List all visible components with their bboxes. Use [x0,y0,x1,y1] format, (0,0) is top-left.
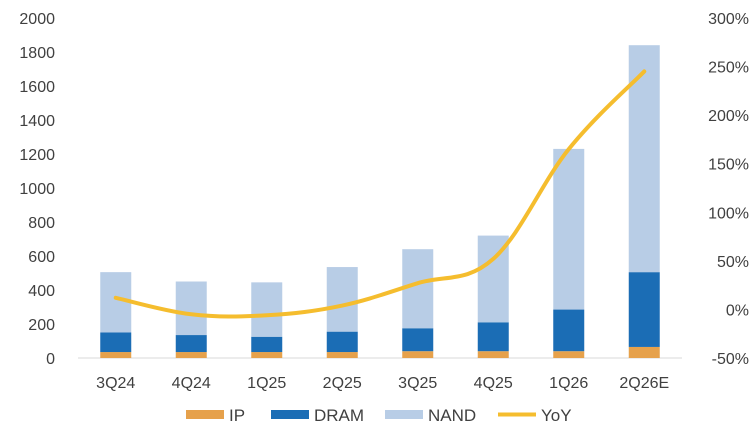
right-tick-label: 300% [708,11,749,28]
right-y-axis: -50% 0% 50% 100% 150% 200% 250% 300% [708,11,749,368]
left-tick-label: 0 [46,351,55,368]
bar-ip-1q26 [553,351,585,358]
left-tick-label: 1000 [19,181,55,198]
right-tick-label: 100% [708,205,749,222]
yoy-line [113,69,647,319]
left-tick-label: 1200 [19,147,55,164]
legend-swatch [385,410,423,419]
bar-dram-1q25 [251,336,283,353]
bar-dram-4q24 [175,335,207,353]
legend-item-nand: NAND [385,406,476,425]
left-tick-label: 200 [28,317,55,334]
bar-ip-2q26e [628,346,660,358]
yoy-line-group [113,69,647,319]
x-tick-label: 4Q24 [172,375,211,392]
right-tick-label: 150% [708,157,749,174]
right-tick-label: 250% [708,60,749,77]
x-tick-label: 3Q25 [398,375,437,392]
legend-item-dram: DRAM [271,406,364,425]
bar-series-group [100,45,660,358]
bar-ip-4q25 [477,351,509,358]
bar-nand-1q25 [251,282,283,337]
x-axis: 3Q24 4Q24 1Q25 2Q25 3Q25 4Q25 1Q26 2Q26E [96,375,669,392]
right-tick-label: -50% [712,351,749,368]
legend-swatch [186,410,224,419]
left-tick-label: 1400 [19,113,55,130]
left-tick-label: 600 [28,249,55,266]
x-tick-label: 2Q26E [619,375,669,392]
right-tick-label: 50% [717,254,749,271]
legend-label: IP [229,406,245,425]
x-tick-label: 2Q25 [323,375,362,392]
bar-nand-1q26 [553,148,585,310]
legend: IP DRAM NAND YoY [186,406,572,425]
legend-label: YoY [541,406,572,425]
right-tick-label: 200% [708,108,749,125]
legend-label: DRAM [314,406,364,425]
legend-item-yoy: YoY [498,406,572,425]
bar-dram-2q25 [326,331,358,353]
left-tick-label: 400 [28,283,55,300]
bar-dram-2q26e [628,272,660,347]
left-tick-label: 800 [28,215,55,232]
legend-label: NAND [428,406,476,425]
bar-nand-3q25 [402,249,434,329]
left-tick-label: 1800 [19,45,55,62]
left-tick-label: 2000 [19,11,55,28]
right-tick-label: 0% [726,302,749,319]
left-tick-label: 1600 [19,79,55,96]
bar-dram-4q25 [477,322,509,352]
bar-dram-1q26 [553,309,585,352]
bar-ip-3q25 [402,351,434,358]
x-tick-label: 3Q24 [96,375,135,392]
bar-ip-4q24 [175,352,207,358]
bar-ip-2q25 [326,352,358,358]
bar-nand-2q25 [326,267,358,332]
bar-dram-3q25 [402,328,434,352]
x-tick-label: 1Q25 [247,375,286,392]
x-tick-label: 4Q25 [474,375,513,392]
bar-dram-3q24 [100,332,132,353]
legend-swatch [271,410,309,419]
left-y-axis: 0 200 400 600 800 1000 1200 1400 1600 1800 2000 [19,11,55,368]
x-tick-label: 1Q26 [549,375,588,392]
legend-item-ip: IP [186,406,245,425]
bar-ip-3q24 [100,352,132,358]
bar-nand-4q24 [175,281,207,336]
bar-ip-1q25 [251,352,283,358]
